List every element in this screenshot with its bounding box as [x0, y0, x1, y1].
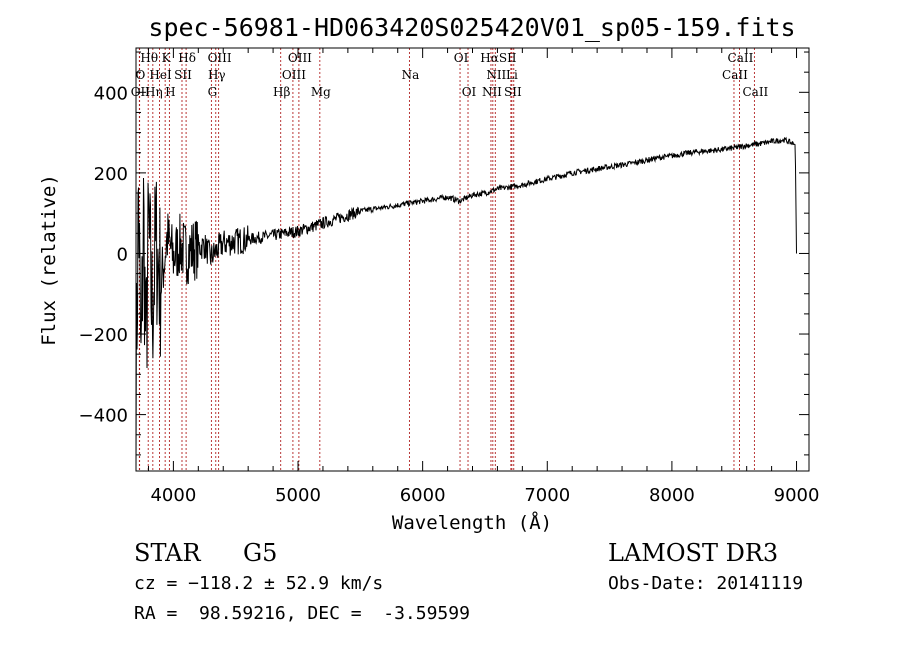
- sky-coordinates: RA = 98.59216, DEC = -3.59599: [134, 603, 470, 624]
- spectral-line-label: NII: [486, 68, 506, 82]
- x-tick-label: 5000: [275, 485, 321, 506]
- spectral-line-label: CaII: [728, 51, 754, 65]
- spectral-line-label: SII: [174, 68, 192, 82]
- spectral-line-label: G: [208, 85, 218, 99]
- spectral-line-label: O: [135, 68, 145, 82]
- spectral-line-label: OIII: [282, 68, 306, 82]
- y-tick-label: 200: [94, 164, 128, 185]
- chart-title: spec-56981-HD063420S025420V01_sp05-159.f…: [148, 13, 795, 42]
- object-subclass: G5: [243, 539, 278, 567]
- spectral-line-label: SII: [504, 85, 522, 99]
- x-tick-label: 9000: [774, 485, 820, 506]
- y-tick-label: −400: [79, 406, 128, 427]
- spectral-line-label: H: [165, 85, 175, 99]
- spectral-line-label: OIII: [208, 51, 232, 65]
- y-tick-label: 400: [94, 83, 128, 104]
- spectral-line-label: HαSII: [480, 51, 517, 65]
- y-tick-label: −200: [79, 325, 128, 346]
- x-tick-label: 6000: [400, 485, 446, 506]
- x-tick-label: 7000: [524, 485, 570, 506]
- spectral-line-label: Li: [506, 68, 518, 82]
- spectral-line-label: OI: [462, 85, 477, 99]
- spectral-line-label: Mg: [311, 85, 331, 99]
- spectral-line-label: OII: [131, 85, 151, 99]
- spectral-line-label: OI: [454, 51, 469, 65]
- spectral-line-label: CaII: [722, 68, 748, 82]
- spectral-line-label: CaII: [742, 85, 768, 99]
- x-tick-label: 4000: [150, 485, 196, 506]
- y-axis-label: Flux (relative): [38, 174, 60, 346]
- object-class: STAR: [134, 539, 201, 567]
- spectral-line-label: Hδ: [178, 51, 196, 65]
- y-tick-label: 0: [117, 244, 128, 265]
- plot-frame: [135, 47, 810, 472]
- observation-date: Obs-Date: 20141119: [608, 573, 804, 594]
- spectral-line-label: Hβ: [273, 85, 290, 99]
- spectrum-line: [135, 136, 797, 472]
- spectral-line-label: Na: [402, 68, 420, 82]
- survey-name: LAMOST DR3: [608, 539, 779, 567]
- spectral-line-label: Hγ: [208, 68, 226, 82]
- spectral-line-label: Hθ: [140, 51, 158, 65]
- x-tick-label: 8000: [649, 485, 695, 506]
- spectral-line-label: Hη: [145, 85, 163, 99]
- spectral-line-label: HeI: [149, 68, 172, 82]
- redshift-velocity: cz = −118.2 ± 52.9 km/s: [134, 573, 384, 594]
- spectral-line-label: OIII: [288, 51, 312, 65]
- spectral-line-label: K: [162, 51, 172, 65]
- spectral-line-label: NII: [482, 85, 502, 99]
- x-axis-label: Wavelength (Å): [392, 511, 552, 534]
